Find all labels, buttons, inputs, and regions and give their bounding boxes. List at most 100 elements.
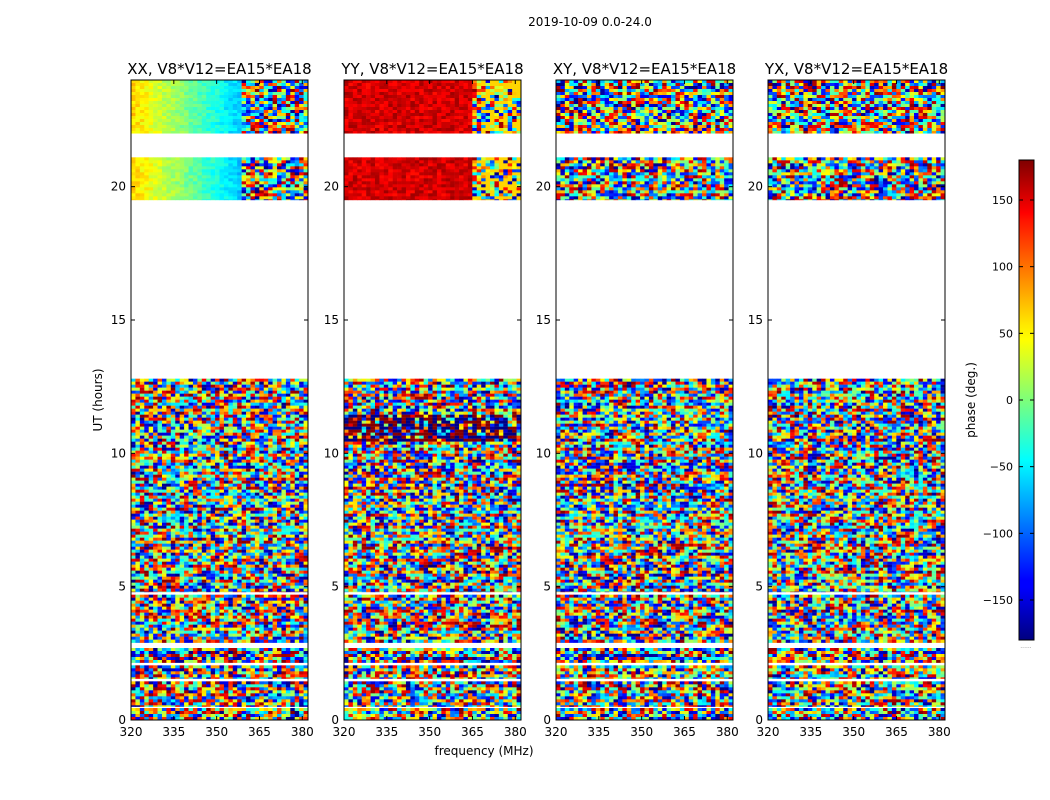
heatmap-cell [228, 607, 233, 610]
heatmap-cell [171, 430, 176, 433]
heatmap-cell [189, 668, 194, 671]
heatmap-cell [233, 619, 238, 622]
heatmap-cell [246, 705, 251, 707]
heatmap-cell [233, 598, 238, 601]
heatmap-cell [242, 484, 247, 487]
heatmap-cell [273, 616, 278, 619]
heatmap-cell [184, 674, 189, 677]
heatmap-cell [158, 665, 163, 668]
heatmap-cell [211, 427, 216, 430]
heatmap-cell [220, 702, 225, 705]
heatmap-cell [259, 687, 264, 690]
heatmap-cell [206, 421, 211, 424]
heatmap-cell [290, 379, 295, 382]
heatmap-cell [189, 385, 194, 388]
heatmap-cell [144, 427, 149, 430]
heatmap-cell [162, 469, 167, 472]
heatmap-cell [277, 415, 282, 418]
heatmap-cell [171, 481, 176, 484]
heatmap-cell [281, 619, 286, 622]
heatmap-cell [184, 409, 189, 412]
heatmap-cell [202, 466, 207, 469]
heatmap-cell [166, 382, 171, 385]
heatmap-cell [264, 619, 269, 622]
heatmap-cell [242, 702, 247, 705]
heatmap-cell [153, 684, 158, 687]
heatmap-cell [162, 406, 167, 409]
heatmap-cell [233, 648, 238, 651]
heatmap-cell [290, 613, 295, 616]
heatmap-cell [290, 472, 295, 475]
heatmap-cell [131, 433, 136, 436]
heatmap-cell [290, 687, 295, 690]
heatmap-cell [211, 696, 216, 699]
heatmap-cell [290, 445, 295, 448]
heatmap-cell [264, 693, 269, 696]
heatmap-cell [189, 711, 194, 714]
heatmap-cell [153, 711, 158, 714]
heatmap-cell [215, 637, 220, 640]
heatmap-cell [215, 391, 220, 394]
heatmap-cell [131, 487, 136, 490]
heatmap-cell [237, 595, 242, 598]
heatmap-cell [166, 460, 171, 463]
heatmap-cell [264, 475, 269, 478]
heatmap-cell [189, 651, 194, 654]
heatmap-cell [193, 690, 198, 693]
heatmap-cell [175, 490, 180, 493]
heatmap-cell [131, 631, 136, 634]
heatmap-cell [224, 595, 229, 598]
heatmap-cell [175, 601, 180, 604]
heatmap-cell [299, 409, 304, 412]
heatmap-cell [299, 699, 304, 702]
heatmap-cell [193, 499, 198, 502]
heatmap-cell [149, 484, 154, 487]
heatmap-cell [299, 619, 304, 622]
heatmap-cell [184, 412, 189, 415]
heatmap-cell [290, 475, 295, 478]
heatmap-cell [175, 517, 180, 520]
heatmap-cell [140, 684, 145, 687]
heatmap-cell [175, 690, 180, 693]
heatmap-cell [175, 702, 180, 705]
heatmap-cell [211, 631, 216, 634]
heatmap-cell [171, 439, 176, 442]
heatmap-cell [228, 711, 233, 714]
heatmap-cell [246, 400, 251, 403]
heatmap-cell [166, 511, 171, 514]
heatmap-cell [286, 433, 291, 436]
heatmap-cell [268, 708, 273, 711]
heatmap-cell [259, 604, 264, 607]
heatmap-cell [166, 648, 171, 651]
heatmap-cell [135, 427, 140, 430]
heatmap-cell [237, 451, 242, 454]
heatmap-cell [175, 616, 180, 619]
heatmap-cell [140, 511, 145, 514]
heatmap-cell [246, 421, 251, 424]
heatmap-cell [286, 616, 291, 619]
heatmap-cell [140, 674, 145, 677]
heatmap-cell [175, 472, 180, 475]
heatmap-cell [268, 400, 273, 403]
heatmap-cell [220, 457, 225, 460]
heatmap-cell [175, 409, 180, 412]
heatmap-cell [162, 613, 167, 616]
heatmap-cell [166, 505, 171, 508]
heatmap-cell [158, 391, 163, 394]
heatmap-cell [228, 511, 233, 514]
heatmap-cell [281, 595, 286, 598]
heatmap-cell [215, 466, 220, 469]
heatmap-cell [255, 705, 260, 707]
heatmap-cell [166, 475, 171, 478]
heatmap-cell [184, 463, 189, 466]
heatmap-cell [286, 463, 291, 466]
heatmap-cell [264, 690, 269, 693]
heatmap-cell [273, 637, 278, 640]
heatmap-cell [189, 696, 194, 699]
heatmap-cell [255, 660, 260, 663]
heatmap-cell [149, 687, 154, 690]
heatmap-cell [259, 607, 264, 610]
heatmap-cell [140, 640, 145, 643]
heatmap-cell [268, 388, 273, 391]
heatmap-cell [264, 671, 269, 674]
